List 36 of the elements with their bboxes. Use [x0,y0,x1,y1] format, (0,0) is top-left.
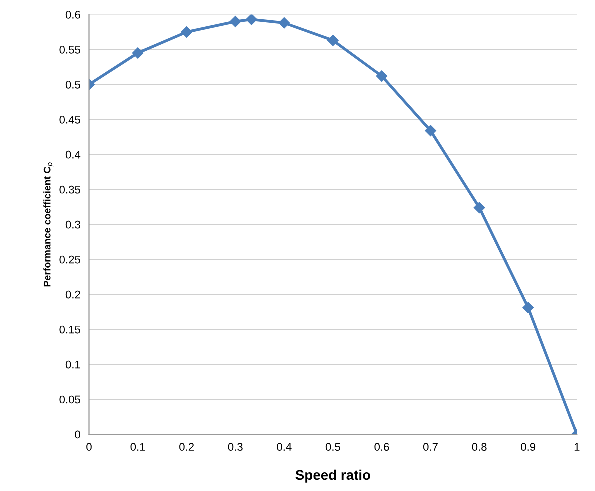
point [474,202,486,214]
y-axis-title: Performance coefficient C$_{p}$ [44,162,54,287]
x-tick-label: 0 [86,443,92,452]
y-tick-label: 0.55 [60,46,80,54]
x-tick-label: 0.3 [228,443,243,452]
y-tick-label: 0.15 [60,326,80,334]
point [376,70,388,82]
x-tick-label: 1 [574,443,580,451]
point [278,18,290,29]
point [522,302,534,314]
y-tick-label: 0.5 [66,80,80,89]
y-tick-label: 0.6 [66,10,80,19]
y-tick-label: 0.1 [66,360,80,369]
y-tick-label: 0 [75,430,80,439]
y-tick-label: 0.05 [60,396,80,404]
x-axis-title: Speed ratio [296,470,370,483]
y-tick-label: 0.2 [66,290,80,299]
point [328,35,339,46]
point [181,26,192,38]
y-tick-label: 0.25 [60,256,80,264]
x-tick-label: 0.4 [277,443,292,452]
x-tick-label: 0.6 [374,443,390,452]
y-tick-label: 0.35 [60,186,80,194]
point [425,125,436,136]
point [246,14,258,26]
point [230,16,242,28]
y-tick-label: 0.3 [66,220,80,229]
x-tick-label: 0.9 [521,443,536,452]
x-tick-label: 0.8 [472,443,487,452]
y-tick-label: 0.45 [60,116,80,124]
point [132,48,144,59]
y-tick-label: 0.4 [66,150,81,159]
x-tick-label: 0.1 [130,443,146,452]
x-tick-label: 0.2 [180,443,194,452]
x-tick-label: 0.7 [423,443,438,452]
x-tick-label: 0.5 [326,443,340,452]
